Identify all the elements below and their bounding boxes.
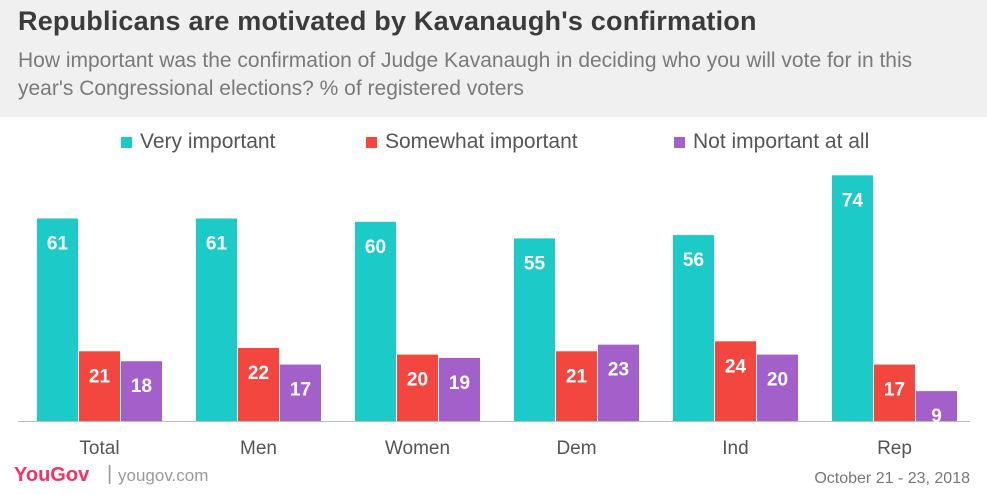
x-tick-label: Men xyxy=(240,438,277,459)
bar-men-very-important xyxy=(196,218,237,421)
bar-women-very-important xyxy=(355,221,396,421)
bar-total-not-important-at-all xyxy=(121,361,162,421)
bar-total-somewhat-important xyxy=(79,351,120,421)
legend-item-somewhat-important: Somewhat important xyxy=(366,128,578,156)
yougov-logo: YouGov xyxy=(14,464,90,486)
bar-dem-somewhat-important xyxy=(556,351,597,421)
legend-item-very-important: Very important xyxy=(121,128,275,156)
data-label: 22 xyxy=(248,363,269,384)
data-label: 20 xyxy=(407,370,428,391)
legend-label-not-important: Not important at all xyxy=(693,130,870,153)
bar-women-somewhat-important xyxy=(397,354,438,421)
legend-label-somewhat-important: Somewhat important xyxy=(385,130,578,153)
data-label: 56 xyxy=(683,250,704,271)
bar-ind-not-important-at-all xyxy=(757,354,798,421)
bar-men-somewhat-important xyxy=(238,347,279,421)
bar-rep-not-important-at-all xyxy=(916,391,957,421)
data-label: 21 xyxy=(566,366,588,387)
footer-site: yougov.com xyxy=(118,466,209,485)
x-tick-label: Dem xyxy=(556,438,596,459)
legend: Very important Somewhat important Not im… xyxy=(0,128,987,156)
bar-women-not-important-at-all xyxy=(439,357,480,421)
x-tick-label: Ind xyxy=(722,438,748,459)
header-band: Republicans are motivated by Kavanaugh's… xyxy=(0,0,987,117)
bar-rep-very-important xyxy=(832,175,873,421)
data-label: 60 xyxy=(365,237,386,258)
data-label: 55 xyxy=(524,253,546,274)
bar-ind-very-important xyxy=(673,235,714,421)
data-label: 24 xyxy=(725,356,747,377)
bar-rep-somewhat-important xyxy=(874,364,915,421)
data-label: 17 xyxy=(884,380,905,401)
legend-swatch-somewhat-important xyxy=(366,136,377,148)
footer-date: October 21 - 23, 2018 xyxy=(814,470,970,487)
bar-total-very-important xyxy=(37,218,78,421)
legend-item-not-important: Not important at all xyxy=(674,128,869,156)
legend-swatch-not-important xyxy=(674,136,685,148)
bar-dem-not-important-at-all xyxy=(598,344,639,421)
bar-dem-very-important xyxy=(514,238,555,421)
data-label: 21 xyxy=(89,366,111,387)
data-label: 18 xyxy=(131,376,152,397)
bar-men-not-important-at-all xyxy=(280,364,321,421)
x-tick-label: Women xyxy=(385,438,450,459)
chart-title: Republicans are motivated by Kavanaugh's… xyxy=(18,6,757,36)
bar-ind-somewhat-important xyxy=(715,341,756,421)
x-tick-label: Total xyxy=(79,438,119,459)
footer-separator: | xyxy=(107,463,113,485)
data-label: 20 xyxy=(767,370,788,391)
data-label: 61 xyxy=(206,233,228,254)
legend-swatch-very-important xyxy=(121,136,132,148)
data-label: 23 xyxy=(608,360,629,381)
data-label: 17 xyxy=(290,380,311,401)
data-label: 9 xyxy=(931,406,942,427)
legend-label-very-important: Very important xyxy=(140,130,276,153)
data-label: 61 xyxy=(47,233,69,254)
data-label: 19 xyxy=(449,373,470,394)
data-label: 74 xyxy=(842,190,864,211)
x-tick-label: Rep xyxy=(877,438,912,459)
chart-subtitle: How important was the confirmation of Ju… xyxy=(18,49,913,100)
